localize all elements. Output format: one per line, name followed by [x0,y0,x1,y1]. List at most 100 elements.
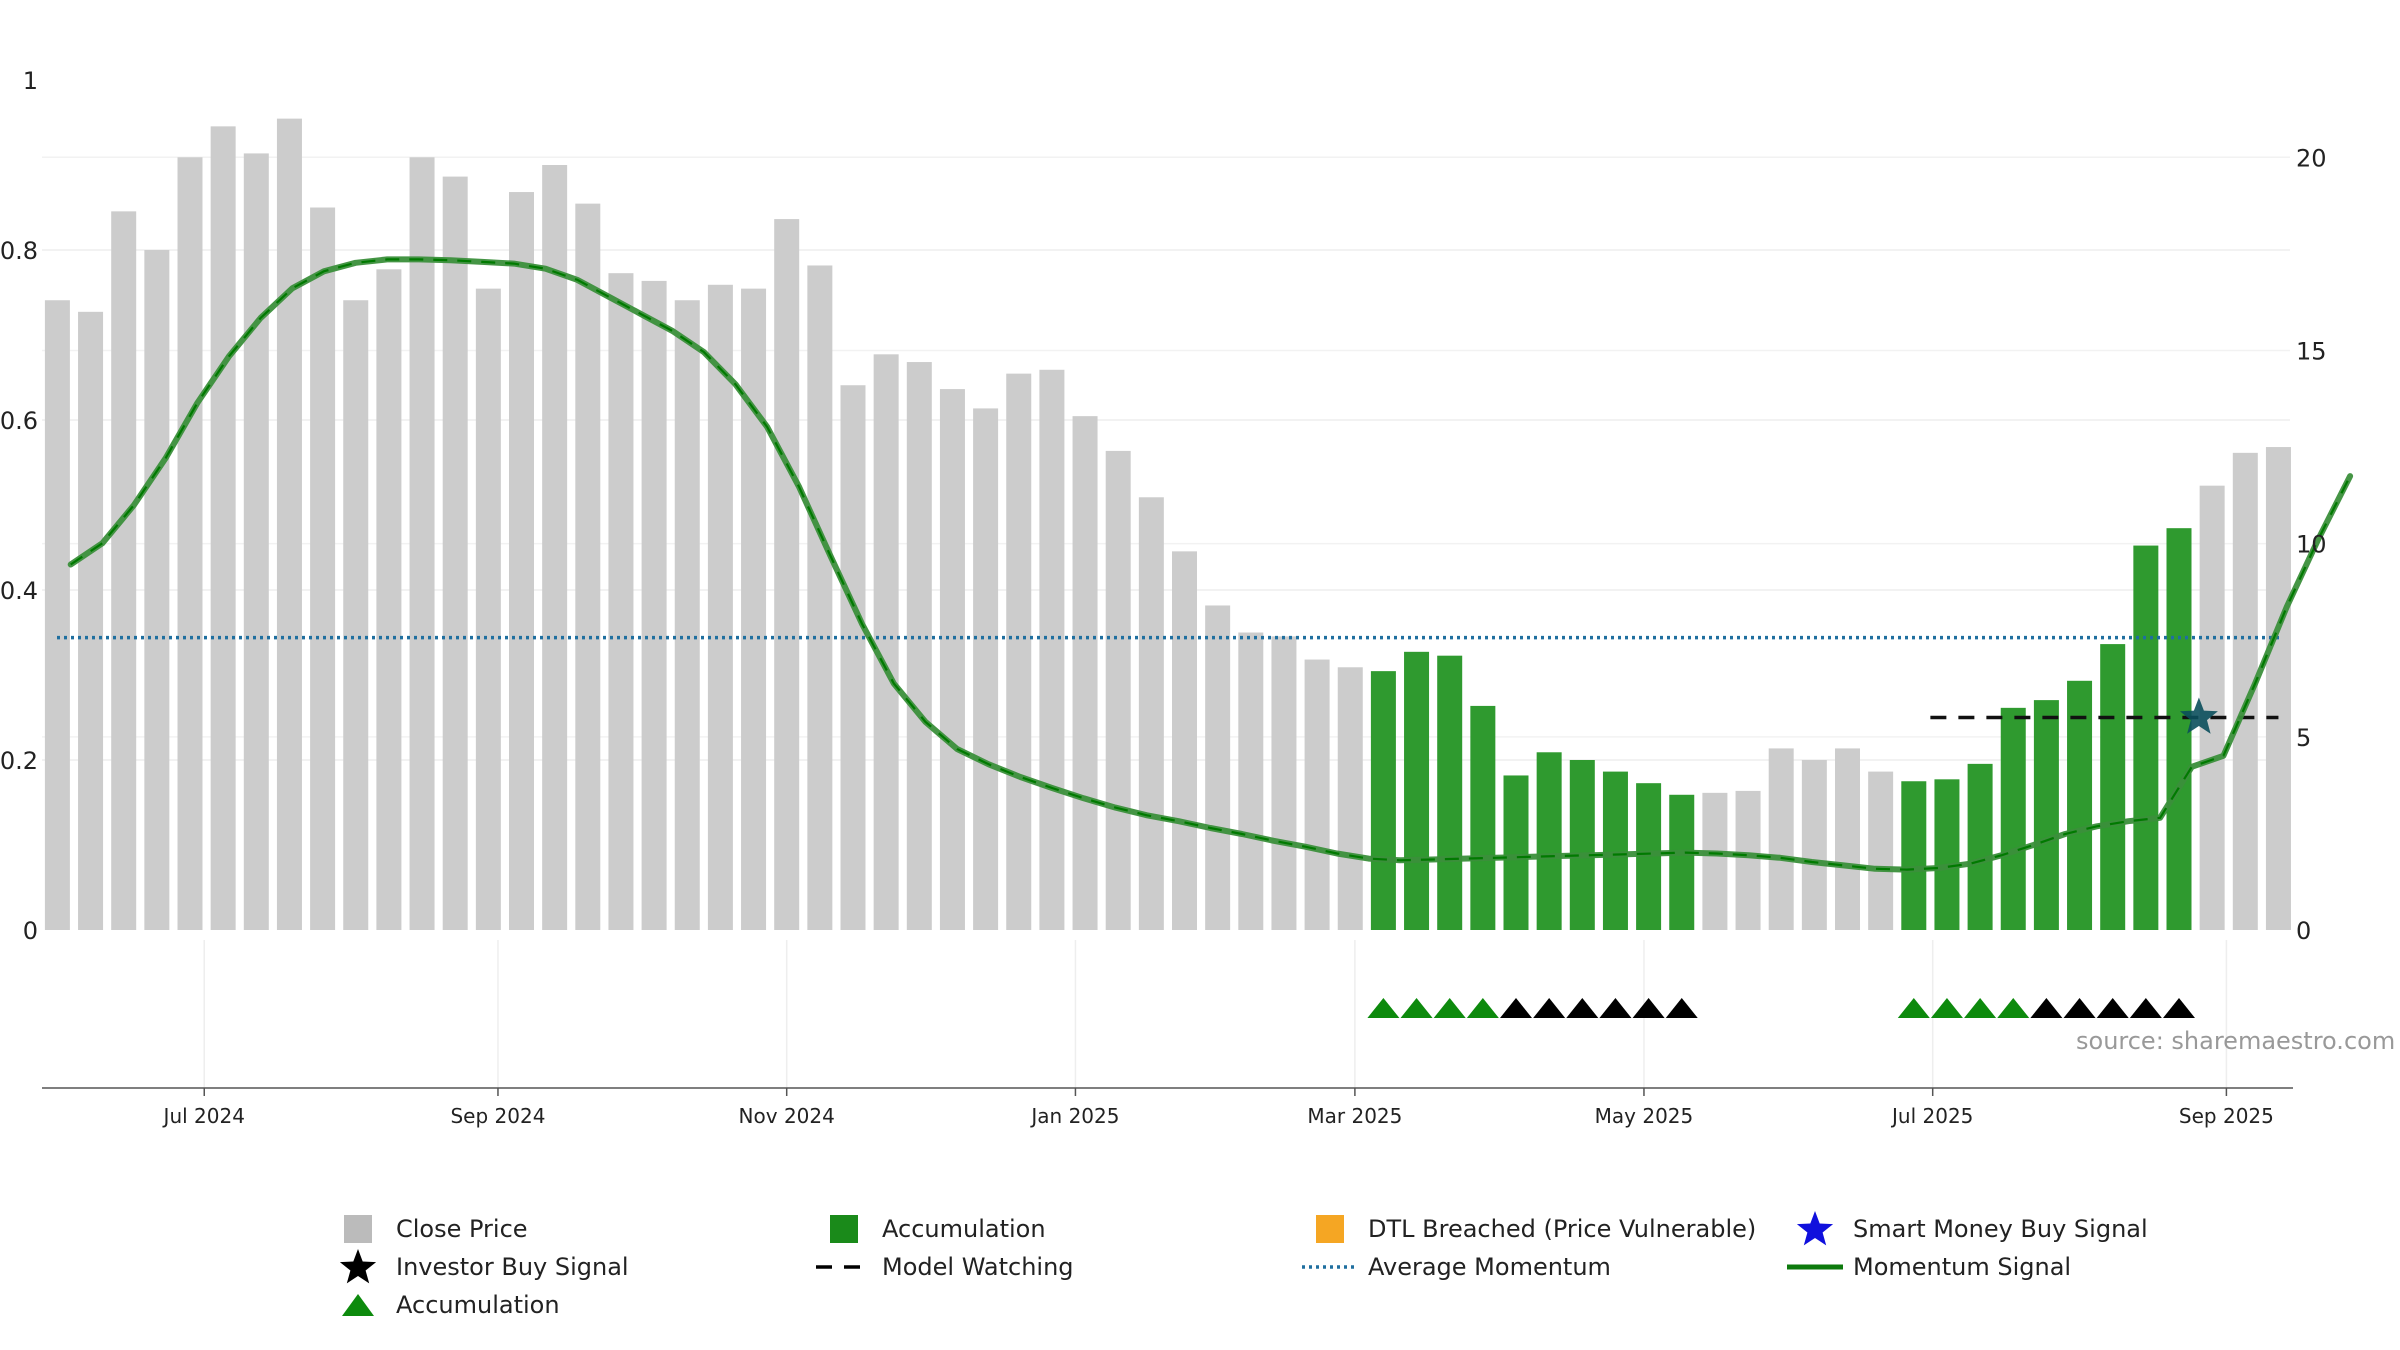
x-tick-label: Jul 2024 [162,1104,245,1128]
close-price-bar [276,118,302,931]
investor-triangle [2163,998,2195,1018]
legend-dot-icon [1302,1248,1358,1286]
close-price-bar [509,192,534,930]
source-text: source: sharemaestro.com [2076,1027,2395,1055]
close-price-bar [475,288,501,930]
legend-square-icon [1302,1210,1358,1248]
close-price-bar [1105,450,1131,930]
accumulation-bar [1404,651,1430,930]
close-price-bar [2199,485,2225,930]
close-price-bar [177,157,203,931]
legend-square-icon [816,1210,872,1248]
right-tick-label: 10 [2296,531,2327,559]
accumulation-bar [1536,752,1562,930]
close-price-bar [243,153,269,931]
investor-triangle [2030,998,2063,1018]
close-price-bar [210,126,236,930]
legend-label: Momentum Signal [1853,1253,2072,1281]
accumulation-triangle [1367,998,1400,1018]
close-price-bar [78,311,104,930]
close-price-bar [1039,369,1065,931]
close-price-bar [973,408,999,931]
accumulation-triangle [1400,998,1433,1018]
close-price-bar [1337,667,1363,930]
accumulation-triangle [1466,998,1499,1018]
close-price-bar [1172,551,1197,930]
close-price-bar [2265,447,2291,930]
investor-triangle [2129,998,2162,1018]
legend-label: Close Price [396,1215,528,1243]
accumulation-bar [1934,779,1960,930]
accumulation-triangle [1964,998,1997,1018]
x-tick-label: Mar 2025 [1307,1104,1402,1128]
smart-money-buy-star [2179,697,2218,734]
accumulation-bar [2033,700,2059,930]
x-tick-label: May 2025 [1595,1104,1694,1128]
legend-item: Close Price [330,1210,528,1248]
accumulation-bar [2166,528,2192,930]
left-tick-label: 0.2 [0,747,38,775]
close-price-bar [873,354,899,930]
accumulation-bar [1669,794,1695,930]
right-tick-label: 20 [2296,144,2327,172]
bar-layer [44,118,2291,931]
x-tick-label: Jul 2025 [1890,1104,1973,1128]
legend-item: Smart Money Buy Signal [1787,1210,2148,1248]
close-price-bar [707,284,733,931]
close-price-bar [1304,659,1330,930]
legend: Close Price Accumulation DTL Breached (Pri… [330,1210,2230,1340]
legend-triangle-icon [330,1286,386,1324]
accumulation-bar [1370,671,1396,930]
legend-square-icon [330,1210,386,1248]
investor-triangle [2063,998,2096,1018]
legend-item: Average Momentum [1302,1248,1611,1286]
close-price-bar [1702,792,1728,930]
left-tick-label: 0.4 [0,577,38,605]
accumulation-bar [1901,781,1927,930]
accumulation-bar [2133,545,2159,930]
close-price-bar [1801,760,1827,930]
left-tick-label: 0.6 [0,407,38,435]
marker-layer [1367,697,2218,1018]
x-tick-label: Sep 2024 [450,1104,545,1128]
close-price-bar [409,157,435,931]
investor-triangle [1500,998,1532,1018]
legend-label: Model Watching [882,1253,1074,1281]
close-price-bar [674,300,700,930]
legend-dash-icon [816,1248,872,1286]
legend-star-icon [1787,1210,1843,1248]
x-tick-label: Nov 2024 [739,1104,835,1128]
close-price-bar [44,300,70,930]
accumulation-bar [2000,707,2026,930]
close-price-bar [741,288,767,930]
legend-item: Momentum Signal [1787,1248,2071,1286]
legend-item: Investor Buy Signal [330,1248,629,1286]
left-tick-label: 0 [23,917,38,945]
accumulation-triangle [1433,998,1466,1018]
close-price-bar [1006,373,1032,930]
accumulation-triangle [1930,998,1963,1018]
legend-item: DTL Breached (Price Vulnerable) [1302,1210,1756,1248]
accumulation-triangle [1997,998,2030,1018]
right-tick-label: 0 [2296,917,2311,945]
x-tick-label: Sep 2025 [2179,1104,2274,1128]
legend-line-icon [1787,1248,1843,1286]
legend-label: Smart Money Buy Signal [1853,1215,2148,1243]
accumulation-bar [1437,655,1463,930]
investor-triangle [1632,998,1665,1018]
right-tick-label: 5 [2296,724,2311,752]
investor-triangle [2096,998,2129,1018]
close-price-bar [840,385,866,930]
investor-triangle [1566,998,1599,1018]
accumulation-bar [1470,705,1496,930]
close-price-bar [939,389,965,930]
legend-label: Investor Buy Signal [396,1253,629,1281]
close-price-bar [1238,632,1264,930]
legend-label: DTL Breached (Price Vulnerable) [1368,1215,1757,1243]
accumulation-triangle [1897,998,1930,1018]
close-price-bar [608,273,634,930]
x-tick-label: Jan 2025 [1029,1104,1119,1128]
legend-label: Average Momentum [1368,1253,1611,1281]
close-price-bar [807,265,833,930]
